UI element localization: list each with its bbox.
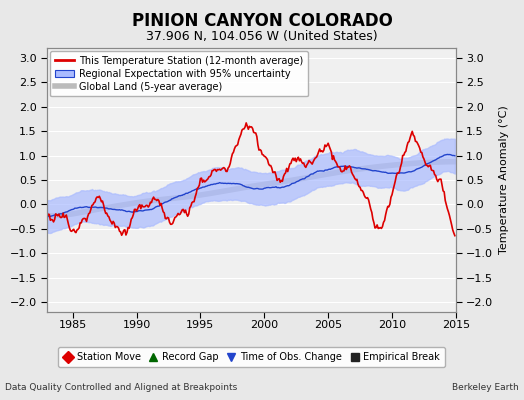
- Text: Berkeley Earth: Berkeley Earth: [452, 383, 519, 392]
- Y-axis label: Temperature Anomaly (°C): Temperature Anomaly (°C): [499, 106, 509, 254]
- Text: PINION CANYON COLORADO: PINION CANYON COLORADO: [132, 12, 392, 30]
- Text: Data Quality Controlled and Aligned at Breakpoints: Data Quality Controlled and Aligned at B…: [5, 383, 237, 392]
- Legend: Station Move, Record Gap, Time of Obs. Change, Empirical Break: Station Move, Record Gap, Time of Obs. C…: [58, 348, 445, 367]
- Text: 37.906 N, 104.056 W (United States): 37.906 N, 104.056 W (United States): [146, 30, 378, 43]
